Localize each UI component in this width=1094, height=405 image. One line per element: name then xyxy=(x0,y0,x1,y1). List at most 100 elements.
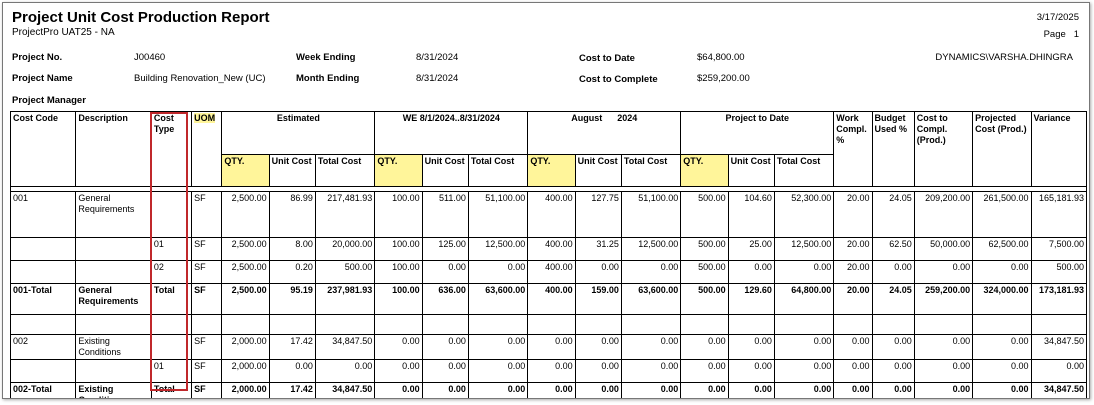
value-cell: 2,000.00 xyxy=(221,359,270,383)
value-cell: 0.00 xyxy=(972,359,1032,383)
value-cell: 159.00 xyxy=(574,283,622,315)
value-cell: 2,500.00 xyxy=(221,283,270,315)
value-cell: 0.00 xyxy=(680,359,729,383)
value-cell: 0.00 xyxy=(374,334,423,360)
value-cell: 500.00 xyxy=(1030,260,1088,284)
value-cell: 400.00 xyxy=(527,191,576,238)
header-uom-text: UOM xyxy=(194,113,216,123)
header-total-cost: Total Cost xyxy=(314,154,376,187)
header-description: Description xyxy=(75,111,152,187)
value-cell: 0.00 xyxy=(773,260,835,284)
value-cell: 17.42 xyxy=(268,334,316,360)
total-row: 001-Total General Requirements Total SF 2,50… xyxy=(9,283,1088,315)
value-cell: 0.00 xyxy=(421,334,469,360)
value-cell: 0.00 xyxy=(421,382,469,398)
value-cell: 0.00 xyxy=(1030,359,1088,383)
page-indicator: Page 1 xyxy=(1044,29,1079,40)
header-project-to-date: Project to Date xyxy=(680,111,835,155)
value-cell: 0.00 xyxy=(574,334,622,360)
value-cell: 0.00 xyxy=(773,334,835,360)
value-cell: 20.00 xyxy=(833,237,873,261)
value-cell: 2,000.00 xyxy=(221,334,270,360)
value-cell: 0.00 xyxy=(574,359,622,383)
value-cell: 400.00 xyxy=(527,237,576,261)
cost-type-cell: 02 xyxy=(150,260,193,284)
value-cell: 500.00 xyxy=(680,237,729,261)
value-cell: 52,300.00 xyxy=(773,191,835,238)
value-cell: 95.19 xyxy=(268,283,316,315)
cost-code-cell: 001 xyxy=(9,191,77,238)
value-cell: 51,100.00 xyxy=(467,191,529,238)
header-total-cost: Total Cost xyxy=(773,154,835,187)
week-ending-value: 8/31/2024 xyxy=(416,52,459,63)
project-no-value: J00460 xyxy=(134,52,166,63)
value-cell: 34,847.50 xyxy=(1030,382,1088,398)
value-cell: 511.00 xyxy=(421,191,469,238)
header-unit-cost: Unit Cost xyxy=(574,154,622,187)
value-cell: 12,500.00 xyxy=(773,237,835,261)
value-cell: 0.00 xyxy=(374,359,423,383)
cost-code-cell: 001-Total xyxy=(9,283,77,315)
value-cell: 0.00 xyxy=(527,359,576,383)
value-cell: 636.00 xyxy=(421,283,469,315)
month-ending-value: 8/31/2024 xyxy=(416,73,459,84)
value-cell: 0.00 xyxy=(467,260,529,284)
value-cell: 0.00 xyxy=(913,382,974,398)
value-cell: 165,181.93 xyxy=(1030,191,1088,238)
value-cell: 20.00 xyxy=(833,191,873,238)
value-cell: 7,500.00 xyxy=(1030,237,1088,261)
uom-cell: SF xyxy=(191,382,223,398)
value-cell: 34,847.50 xyxy=(1030,334,1088,360)
value-cell: 2,500.00 xyxy=(221,260,270,284)
value-cell: 259,200.00 xyxy=(913,283,974,315)
cost-type-cell: 01 xyxy=(150,359,193,383)
header-row-sub: QTY. Unit Cost Total Cost QTY. Unit Cost… xyxy=(11,154,1087,187)
value-cell: 0.00 xyxy=(727,359,775,383)
cost-type-cell xyxy=(150,334,193,360)
value-cell: 20.00 xyxy=(833,283,873,315)
value-cell: 0.00 xyxy=(972,382,1032,398)
value-cell: 12,500.00 xyxy=(467,237,529,261)
value-cell: 20.00 xyxy=(833,260,873,284)
header-qty: QTY. xyxy=(680,154,729,187)
value-cell: 62.50 xyxy=(871,237,915,261)
value-cell: 100.00 xyxy=(374,237,423,261)
value-cell: 0.00 xyxy=(527,334,576,360)
value-cell: 25.00 xyxy=(727,237,775,261)
cost-to-complete-value: $259,200.00 xyxy=(697,73,750,84)
value-cell: 104.60 xyxy=(727,191,775,238)
table-row: 002 Existing Conditions SF 2,000.00 17.42 34,… xyxy=(9,334,1088,360)
value-cell: 0.00 xyxy=(972,260,1032,284)
value-cell: 500.00 xyxy=(680,260,729,284)
value-cell: 209,200.00 xyxy=(913,191,974,238)
value-cell: 2,500.00 xyxy=(221,191,270,238)
cost-type-cell: Total xyxy=(150,382,193,398)
value-cell: 0.20 xyxy=(268,260,316,284)
value-cell: 63,600.00 xyxy=(467,283,529,315)
value-cell: 0.00 xyxy=(620,359,682,383)
value-cell: 0.00 xyxy=(913,260,974,284)
value-cell: 86.99 xyxy=(268,191,316,238)
value-cell: 237,981.93 xyxy=(314,283,376,315)
header-cost-type: Cost Type xyxy=(150,111,193,187)
description-cell: General Requirements xyxy=(75,191,152,238)
description-cell: Existing Conditions xyxy=(75,382,152,398)
project-manager-label: Project Manager xyxy=(12,95,86,106)
header-variance: Variance xyxy=(1030,111,1088,187)
value-cell: 0.00 xyxy=(727,382,775,398)
value-cell: 0.00 xyxy=(374,382,423,398)
value-cell: 500.00 xyxy=(314,260,376,284)
value-cell: 129.60 xyxy=(727,283,775,315)
value-cell: 0.00 xyxy=(421,260,469,284)
project-name-value: Building Renovation_New (UC) xyxy=(134,73,266,84)
value-cell: 12,500.00 xyxy=(620,237,682,261)
value-cell: 127.75 xyxy=(574,191,622,238)
cost-code-cell xyxy=(9,237,77,261)
header-qty: QTY. xyxy=(374,154,423,187)
uom-cell: SF xyxy=(191,191,223,238)
header-qty: QTY. xyxy=(527,154,576,187)
table-row: 01 SF 2,000.00 0.00 0.00 0.00 0.00 0.00 0.00 0.00… xyxy=(9,359,1088,383)
header-cost-to-compl: Cost to Compl. (Prod.) xyxy=(913,111,974,187)
header-row-top: Cost Code Description Cost Type UOM Esti… xyxy=(9,111,1088,187)
